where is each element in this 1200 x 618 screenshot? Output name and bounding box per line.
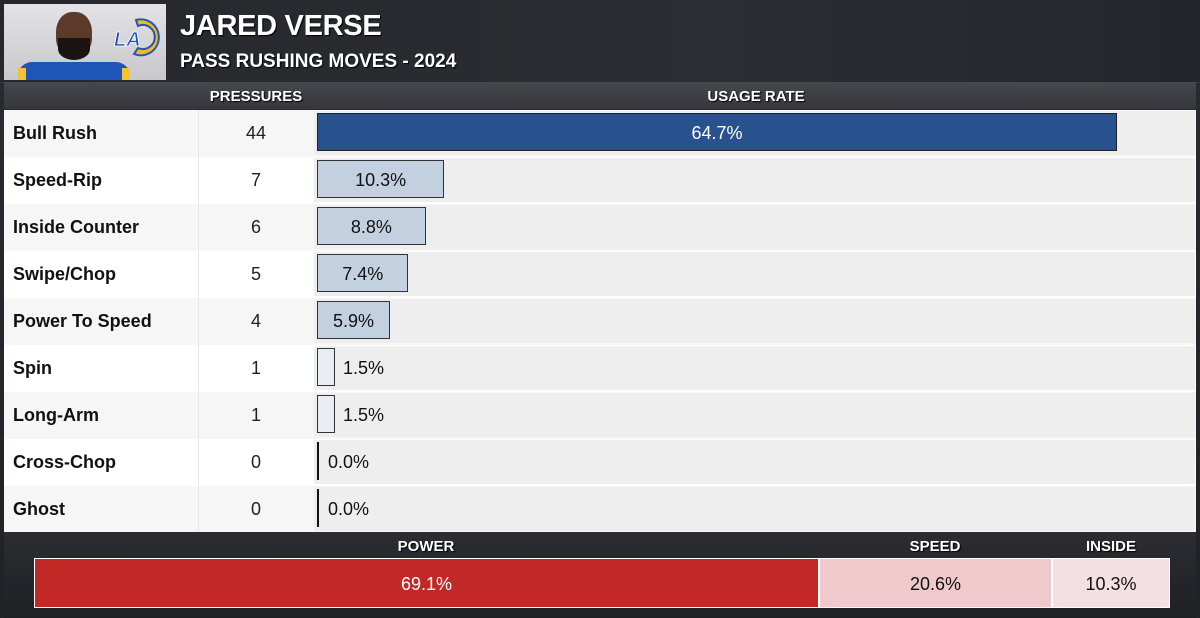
- player-beard: [58, 38, 90, 60]
- table-row: Cross-Chop 0 0.0%: [4, 439, 1196, 486]
- usage-track: 10.3%: [314, 158, 1195, 202]
- usage-track: 0.0%: [314, 487, 1195, 531]
- usage-value: 0.0%: [328, 499, 370, 519]
- usage-bar: [317, 442, 319, 480]
- pressures-value: 1: [250, 405, 261, 425]
- pressures-value: 7: [250, 170, 261, 190]
- usage-bar: [317, 113, 1117, 151]
- usage-track: 1.5%: [314, 346, 1195, 390]
- usage-bar: [317, 207, 426, 245]
- usage-value: 8.8%: [350, 217, 392, 237]
- usage-value: 64.7%: [691, 123, 743, 143]
- pressures-value: 0: [250, 452, 261, 472]
- svg-text:LA: LA: [114, 29, 141, 51]
- player-name: JARED VERSE: [180, 10, 382, 42]
- usage-bar: [317, 395, 335, 433]
- move-name: Inside Counter: [4, 204, 199, 250]
- usage-track: 64.7%: [314, 111, 1195, 155]
- pressures-value: 5: [250, 264, 261, 284]
- usage-bar: [317, 489, 319, 527]
- jersey-shape: [18, 62, 130, 80]
- pressures-value: 4: [250, 311, 261, 331]
- table-row: Power To Speed 4 5.9%: [4, 298, 1196, 345]
- inside-label: INSIDE: [1085, 538, 1137, 555]
- move-name: Cross-Chop: [4, 439, 199, 485]
- column-header: PRESSURES USAGE RATE: [4, 82, 1196, 109]
- usage-track: 8.8%: [314, 205, 1195, 249]
- usage-track: 5.9%: [314, 299, 1195, 343]
- pressures-value: 1: [250, 358, 261, 378]
- rams-logo-icon: LA: [114, 18, 160, 57]
- usage-value: 0.0%: [328, 452, 370, 472]
- chart-subtitle: PASS RUSHING MOVES - 2024: [180, 51, 457, 72]
- table-row: Bull Rush 44 64.7%: [4, 110, 1196, 157]
- col-pressures: PRESSURES: [209, 88, 303, 105]
- table-row: Long-Arm 1 1.5%: [4, 392, 1196, 439]
- move-name: Spin: [4, 345, 199, 391]
- jersey-trim-left: [18, 68, 26, 80]
- speed-segment: 20.6%: [819, 558, 1052, 608]
- usage-value: 1.5%: [343, 358, 385, 378]
- move-name: Bull Rush: [4, 110, 199, 156]
- table-row: Speed-Rip 7 10.3%: [4, 157, 1196, 204]
- pressures-value: 44: [245, 123, 267, 143]
- pressures-value: 0: [250, 499, 261, 519]
- usage-bar: [317, 301, 390, 339]
- move-name: Ghost: [4, 486, 199, 532]
- table-row: Swipe/Chop 5 7.4%: [4, 251, 1196, 298]
- usage-track: 0.0%: [314, 440, 1195, 484]
- move-name: Long-Arm: [4, 392, 199, 438]
- usage-track: 1.5%: [314, 393, 1195, 437]
- usage-bar: [317, 160, 445, 198]
- move-name: Power To Speed: [4, 298, 199, 344]
- inside-segment: 10.3%: [1052, 558, 1170, 608]
- usage-bar: [317, 348, 335, 386]
- move-name: Swipe/Chop: [4, 251, 199, 297]
- usage-track: 7.4%: [314, 252, 1195, 296]
- usage-bar: [317, 254, 409, 292]
- player-photo: LA: [4, 4, 166, 80]
- power-label: POWER: [397, 538, 455, 555]
- pressures-value: 6: [250, 217, 261, 237]
- col-usage-rate: USAGE RATE: [707, 88, 805, 105]
- usage-value: 7.4%: [342, 264, 384, 284]
- usage-value: 5.9%: [332, 311, 374, 331]
- speed-label: SPEED: [909, 538, 961, 555]
- table-row: Inside Counter 6 8.8%: [4, 204, 1196, 251]
- table-row: Ghost 0 0.0%: [4, 486, 1196, 533]
- usage-value: 10.3%: [355, 170, 407, 190]
- jersey-trim-right: [122, 68, 130, 80]
- usage-value: 1.5%: [343, 405, 385, 425]
- power-segment: 69.1%: [34, 558, 819, 608]
- header: LA JARED VERSE PASS RUSHING MOVES - 2024: [0, 0, 1200, 83]
- move-name: Speed-Rip: [4, 157, 199, 203]
- table-row: Spin 1 1.5%: [4, 345, 1196, 392]
